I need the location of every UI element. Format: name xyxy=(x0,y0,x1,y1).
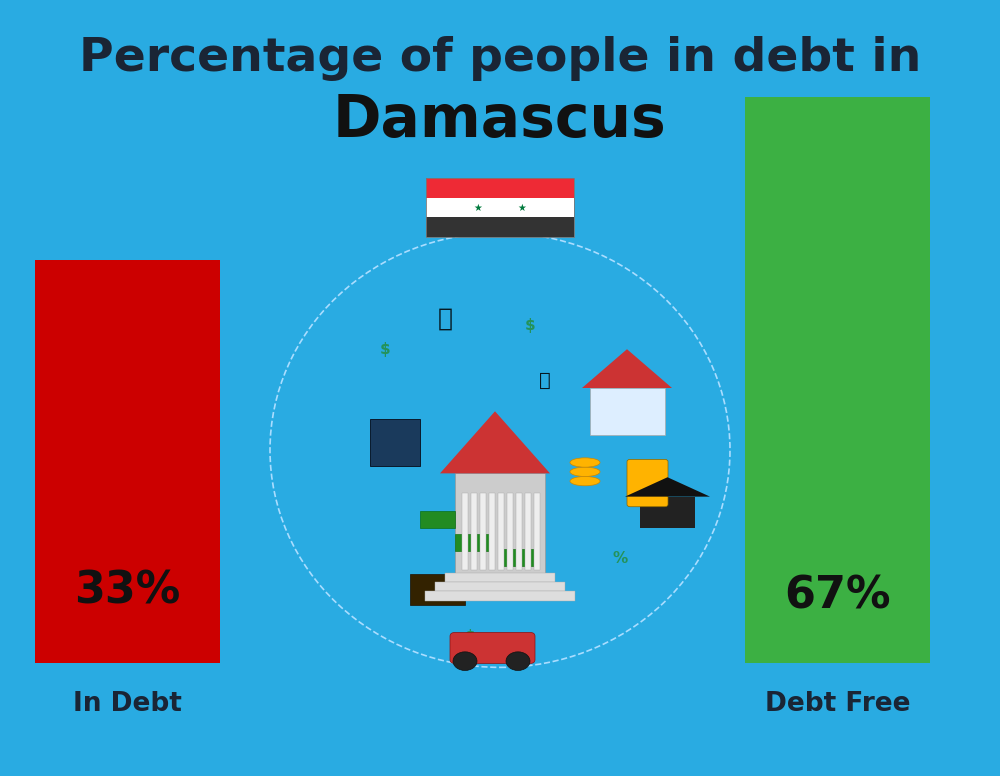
Text: 33%: 33% xyxy=(74,570,181,612)
Text: Debt Free: Debt Free xyxy=(765,691,910,717)
Ellipse shape xyxy=(570,476,600,486)
FancyBboxPatch shape xyxy=(450,632,535,663)
Bar xyxy=(410,574,465,605)
Bar xyxy=(435,582,565,591)
Bar xyxy=(489,493,495,570)
Bar xyxy=(425,591,575,601)
Text: $: $ xyxy=(525,318,535,334)
Bar xyxy=(516,493,522,570)
Polygon shape xyxy=(625,477,710,497)
Bar xyxy=(525,493,531,570)
Bar xyxy=(471,493,477,570)
Polygon shape xyxy=(440,411,550,473)
Bar xyxy=(498,493,504,570)
Ellipse shape xyxy=(570,458,600,467)
Bar xyxy=(640,497,695,528)
Bar xyxy=(500,549,535,566)
Text: %: % xyxy=(612,551,628,566)
Bar xyxy=(445,573,555,582)
Bar xyxy=(426,178,574,237)
FancyBboxPatch shape xyxy=(627,459,668,507)
Text: 🔑: 🔑 xyxy=(539,371,551,390)
Bar xyxy=(462,493,468,570)
Bar xyxy=(455,534,490,551)
Bar xyxy=(426,217,574,237)
Bar xyxy=(370,419,420,466)
Text: $: $ xyxy=(465,629,475,644)
Text: 🦅: 🦅 xyxy=(438,307,452,330)
Bar xyxy=(420,511,455,528)
Circle shape xyxy=(506,652,530,670)
Bar xyxy=(745,97,930,663)
Bar xyxy=(35,260,220,663)
Text: 67%: 67% xyxy=(784,574,891,617)
Ellipse shape xyxy=(570,467,600,476)
Text: ★: ★ xyxy=(473,203,482,213)
Circle shape xyxy=(453,652,477,670)
Bar xyxy=(507,493,513,570)
Text: ★: ★ xyxy=(518,203,527,213)
Text: In Debt: In Debt xyxy=(73,691,182,717)
Bar xyxy=(534,493,540,570)
Bar xyxy=(426,198,574,217)
Polygon shape xyxy=(582,349,672,388)
Text: Damascus: Damascus xyxy=(333,92,667,149)
Bar xyxy=(480,493,486,570)
Text: $: $ xyxy=(380,341,390,357)
Bar xyxy=(590,388,665,435)
Bar xyxy=(455,473,545,574)
Text: Percentage of people in debt in: Percentage of people in debt in xyxy=(79,36,921,81)
Bar xyxy=(426,178,574,198)
